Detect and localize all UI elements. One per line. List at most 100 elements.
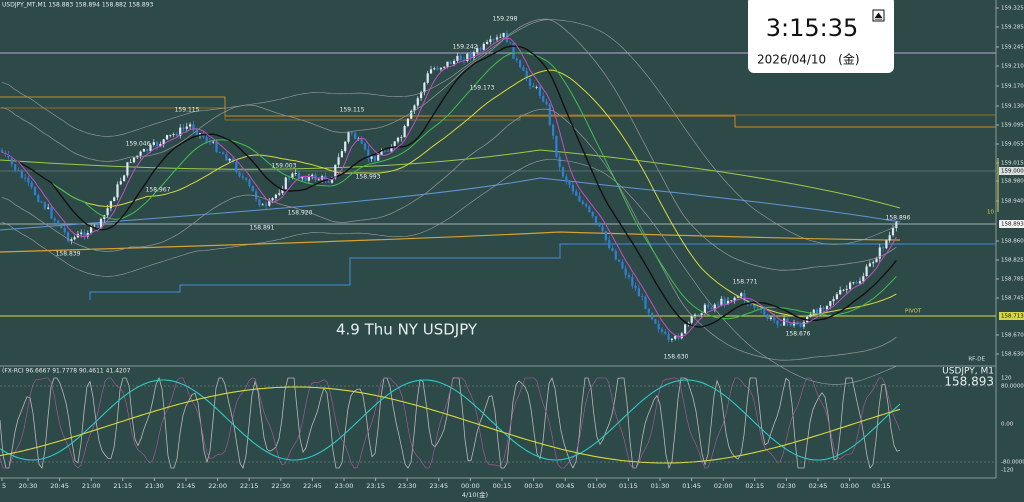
price-tick-label: 158.670 <box>1001 333 1024 339</box>
clock-date: 2026/04/10 (金) <box>757 52 860 67</box>
candle-body <box>50 207 53 219</box>
time-label: 21:00 <box>82 482 101 490</box>
candle-body <box>756 307 759 309</box>
candle-body <box>80 232 83 234</box>
time-label: 02:15 <box>745 482 764 490</box>
candle-body <box>868 263 871 267</box>
candle-body <box>426 73 429 83</box>
time-label: 00:00 <box>461 482 480 490</box>
candle-body <box>601 226 604 232</box>
oscillator-line <box>0 379 901 461</box>
candle-body <box>568 181 571 185</box>
candle-body <box>377 155 380 161</box>
candle-body <box>690 315 693 323</box>
price-label: 158.839 <box>56 251 81 258</box>
price-label: 159.115 <box>175 107 200 114</box>
price-tick-label: 159.055 <box>1001 142 1024 148</box>
candle-body <box>561 167 565 177</box>
price-tick-label: 158.745 <box>1001 296 1024 302</box>
candle-body <box>30 182 33 188</box>
candle-body <box>525 70 528 79</box>
sub-tick-label: 0.00 <box>1001 422 1014 428</box>
candle-body <box>126 162 129 176</box>
candle-body <box>274 194 277 199</box>
candle-body <box>872 262 875 264</box>
candle-body <box>373 156 376 161</box>
candle-body <box>825 305 829 310</box>
candle-body <box>888 235 891 241</box>
candle-body <box>878 247 881 259</box>
candle-body <box>284 177 287 190</box>
step-line <box>0 107 996 121</box>
price-box-label: 159.000 <box>1001 169 1024 175</box>
time-label: 03:00 <box>840 482 859 490</box>
candle-body <box>96 225 99 229</box>
candle-body <box>370 156 373 159</box>
candle-body <box>581 201 584 204</box>
price-tick-label: 159.325 <box>1001 6 1024 12</box>
time-label: 00:45 <box>556 482 575 490</box>
candle-body <box>776 320 779 325</box>
candle-body <box>307 176 310 181</box>
candle-body <box>482 43 485 50</box>
candle-body <box>538 86 541 96</box>
candle-body <box>218 152 221 153</box>
candle-body <box>261 204 264 206</box>
moving-average <box>1 69 897 317</box>
price-tick-label: 158.785 <box>1001 277 1024 283</box>
candle-body <box>591 212 594 217</box>
price-label: 159.115 <box>340 107 365 114</box>
price-label: 158.920 <box>288 210 313 217</box>
price-box <box>999 220 1024 228</box>
pin-icon[interactable] <box>872 9 885 22</box>
candle-body <box>152 142 155 145</box>
candle-body <box>416 98 419 106</box>
candle-body <box>304 177 307 181</box>
candle-body <box>27 177 30 183</box>
candle-body <box>717 304 720 306</box>
date-label: 4/10(金) <box>462 490 488 499</box>
candle-body <box>436 68 439 70</box>
candle-body <box>726 300 730 305</box>
candle-body <box>189 124 192 127</box>
candle-body <box>410 110 413 119</box>
candle-body <box>799 324 802 327</box>
candle-body <box>677 335 680 339</box>
candle-body <box>740 293 743 297</box>
price-box <box>999 312 1024 320</box>
pivot-label: PIVOT <box>905 309 922 315</box>
candle-body <box>380 150 383 156</box>
candle-body <box>750 303 753 305</box>
candle-body <box>113 197 116 202</box>
candles <box>0 30 898 343</box>
candle-body <box>598 222 601 227</box>
candle-body <box>674 335 677 339</box>
candle-body <box>205 137 208 142</box>
price-label: 158.771 <box>733 279 758 286</box>
candle-body <box>446 61 449 67</box>
candle-body <box>647 309 650 313</box>
time-label: 21:30 <box>145 482 164 490</box>
candle-body <box>433 68 436 70</box>
time-label: 01:00 <box>587 482 606 490</box>
candle-body <box>60 225 63 229</box>
step-line <box>0 96 996 128</box>
time-label: 02:45 <box>809 482 828 490</box>
candle-body <box>657 323 660 330</box>
candle-body <box>212 141 215 143</box>
candle-body <box>251 185 254 192</box>
candle-body <box>865 266 868 277</box>
candle-body <box>519 60 522 68</box>
moving-average <box>1 45 897 328</box>
candle-body <box>179 127 182 136</box>
candle-body <box>245 177 248 180</box>
price-tick-label: 159.210 <box>1001 64 1024 70</box>
price-tick-label: 158.630 <box>1001 352 1024 358</box>
candle-body <box>337 157 340 165</box>
candle-body <box>453 60 456 64</box>
candle-body <box>614 250 617 260</box>
candle-body <box>350 132 353 134</box>
candle-body <box>624 268 627 276</box>
moving-averages <box>1 18 897 385</box>
candle-body <box>24 177 27 179</box>
